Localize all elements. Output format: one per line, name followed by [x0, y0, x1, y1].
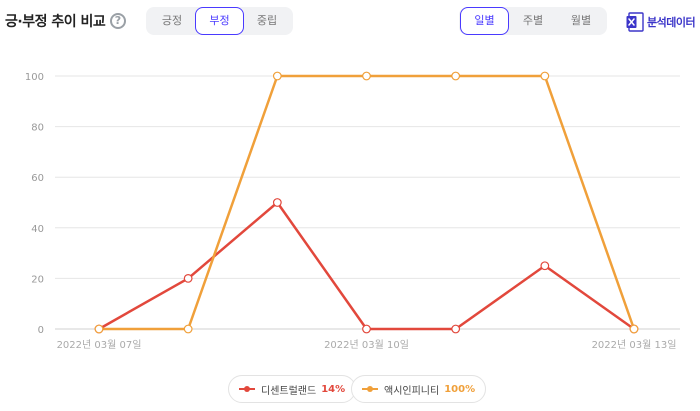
data-point — [362, 324, 371, 334]
series-line — [98, 201, 635, 331]
tab-neutral[interactable]: 중립 — [256, 14, 278, 27]
legend-percent: 100% — [444, 383, 476, 395]
x-tick-label: 2022년 03월 10일 — [324, 339, 409, 351]
data-point — [272, 71, 282, 81]
tab-negative[interactable]: 부정 — [195, 7, 244, 35]
y-tick-label: 0 — [38, 325, 44, 336]
legend-item-axie-infinity[interactable]: 액시인피니티 100% — [351, 375, 487, 403]
data-point — [540, 71, 550, 81]
tab-daily[interactable]: 일별 — [460, 7, 509, 35]
y-tick-label: 20 — [31, 274, 44, 285]
trend-chart: 0 20 40 60 80 100 2022년 03월 07일 2022년 03월 10일 20… — [25, 71, 680, 351]
tab-monthly[interactable]: 월별 — [570, 14, 592, 27]
y-tick-label: 40 — [31, 224, 44, 235]
sentiment-tab-group: 긍정 부정 중립 — [146, 7, 293, 35]
header: 긍·부정 추이 비교 ? 긍정 부정 중립 일별 주별 월별 분석데이터 — [0, 0, 700, 44]
page-title: 긍·부정 추이 비교 — [5, 14, 106, 30]
help-icon[interactable]: ? — [110, 13, 126, 29]
y-tick-label: 80 — [31, 123, 44, 134]
data-point — [272, 198, 282, 207]
data-point — [183, 273, 193, 283]
export-label: 분석데이터 — [647, 16, 696, 29]
data-point — [451, 324, 461, 334]
export-data-button[interactable]: 분석데이터 — [626, 11, 696, 33]
tab-positive[interactable]: 긍정 — [161, 14, 183, 27]
x-tick-label: 2022년 03월 07일 — [57, 339, 142, 351]
period-tab-group: 일별 주별 월별 — [459, 7, 607, 35]
y-tick-label: 60 — [31, 173, 44, 184]
data-point — [94, 324, 104, 334]
legend-label: 디센트럴랜드 — [261, 385, 317, 397]
data-point — [362, 71, 371, 81]
legend-percent: 14% — [321, 383, 346, 395]
data-point — [540, 261, 550, 271]
legend-label: 액시인피니티 — [384, 385, 440, 397]
y-tick-label: 100 — [25, 72, 44, 83]
legend-item-decentraland[interactable]: 디센트럴랜드 14% — [228, 375, 357, 403]
tab-weekly[interactable]: 주별 — [522, 14, 544, 27]
legend-marker-red — [239, 386, 255, 392]
series-line — [99, 74, 636, 331]
data-point — [451, 71, 461, 81]
x-tick-label: 2022년 03월 13일 — [592, 339, 677, 351]
data-point — [183, 324, 193, 334]
legend-marker-orange — [362, 386, 378, 392]
data-point — [629, 324, 639, 334]
excel-icon — [626, 12, 644, 32]
